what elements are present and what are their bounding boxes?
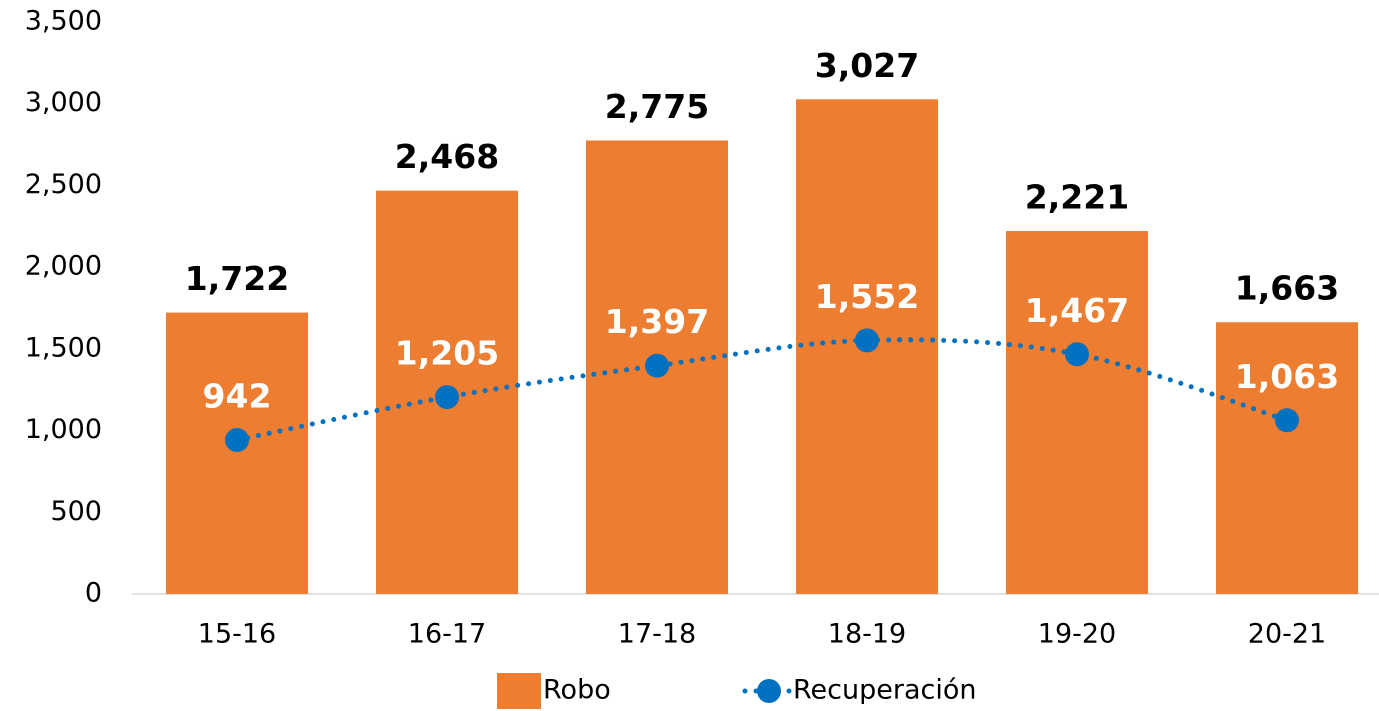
legend-label: Recuperación [793, 675, 977, 706]
x-tick-label: 18-19 [828, 619, 906, 650]
bar [1006, 231, 1148, 594]
y-tick-label: 2,500 [25, 169, 102, 200]
x-tick-label: 17-18 [618, 619, 696, 650]
legend-swatch [497, 673, 541, 709]
y-tick-label: 0 [85, 578, 102, 609]
bar-value-label: 1,722 [185, 259, 289, 298]
line-value-label: 1,397 [605, 302, 709, 341]
line-value-label: 942 [203, 377, 272, 416]
y-tick-label: 3,500 [25, 6, 102, 37]
bar [1216, 322, 1358, 594]
bar-value-label: 2,221 [1025, 178, 1129, 217]
x-tick-label: 20-21 [1248, 619, 1326, 650]
x-tick-label: 16-17 [408, 619, 486, 650]
line-marker [855, 328, 879, 353]
y-tick-label: 2,000 [25, 251, 102, 282]
legend-marker [757, 679, 781, 703]
y-tick-label: 500 [50, 496, 102, 527]
x-tick-label: 19-20 [1038, 619, 1116, 650]
line-value-label: 1,205 [395, 334, 499, 373]
line-value-label: 1,063 [1235, 357, 1339, 396]
line [234, 337, 1290, 443]
line-marker [645, 353, 669, 378]
line-marker [225, 428, 249, 453]
x-tick-label: 15-16 [198, 619, 276, 650]
y-tick-label: 1,000 [25, 414, 102, 445]
line-marker [1065, 342, 1089, 367]
legend-label: Robo [543, 675, 611, 706]
line-value-label: 1,552 [815, 277, 919, 316]
bar-value-label: 1,663 [1235, 269, 1339, 308]
bar-value-label: 3,027 [815, 46, 919, 85]
line-value-label: 1,467 [1025, 291, 1129, 330]
bar [166, 312, 308, 594]
y-tick-label: 1,500 [25, 332, 102, 363]
bar-value-label: 2,775 [605, 87, 709, 126]
bar-value-label: 2,468 [395, 137, 499, 176]
line-marker [435, 385, 459, 410]
y-tick-label: 3,000 [25, 87, 102, 118]
line-marker [1275, 408, 1299, 433]
